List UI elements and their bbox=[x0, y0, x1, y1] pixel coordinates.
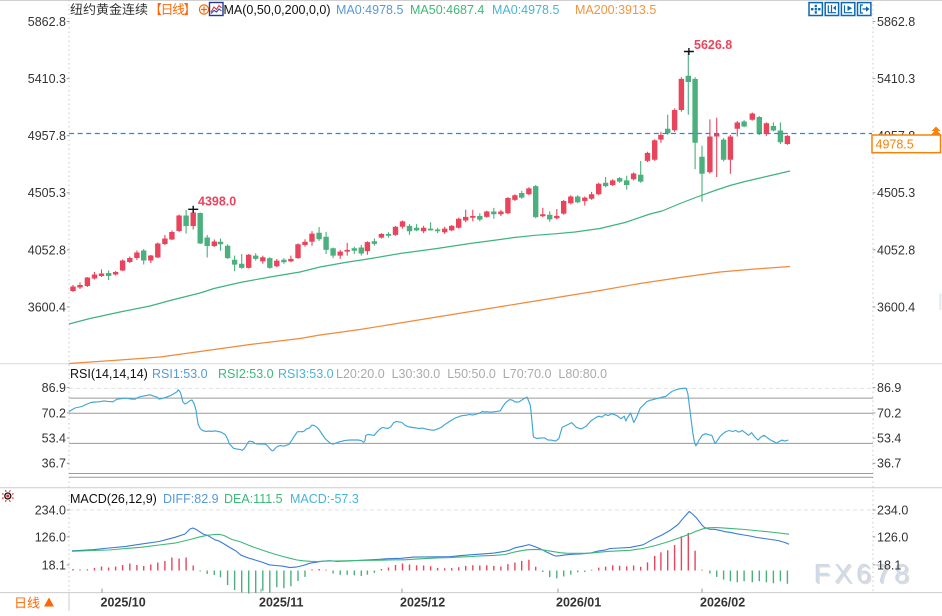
svg-text:L20:20.0 L30:30.0 L50:50.0: L20:20.0 L30:30.0 L50:50.0 L70:70.0 L80:… bbox=[336, 367, 607, 381]
svg-text:FX678: FX678 bbox=[814, 559, 914, 589]
svg-text:3600.4: 3600.4 bbox=[877, 300, 915, 314]
svg-text:MACD:-57.3: MACD:-57.3 bbox=[290, 492, 359, 506]
svg-text:53.4: 53.4 bbox=[42, 432, 66, 446]
svg-text:MA0:4978.5: MA0:4978.5 bbox=[492, 3, 559, 17]
svg-text:18.1: 18.1 bbox=[877, 558, 901, 572]
svg-text:RSI3:53.0: RSI3:53.0 bbox=[278, 367, 334, 381]
svg-text:4052.8: 4052.8 bbox=[28, 243, 66, 257]
svg-text:4957.8: 4957.8 bbox=[28, 129, 66, 143]
svg-text:MA0:4978.5: MA0:4978.5 bbox=[336, 3, 403, 17]
svg-text:2025/12: 2025/12 bbox=[400, 596, 445, 610]
svg-text:4505.3: 4505.3 bbox=[877, 186, 915, 200]
svg-text:36.7: 36.7 bbox=[42, 457, 66, 471]
svg-text:18.1: 18.1 bbox=[42, 558, 66, 572]
svg-text:2026/01: 2026/01 bbox=[556, 596, 601, 610]
svg-text:86.9: 86.9 bbox=[42, 381, 66, 395]
svg-text:2025/10: 2025/10 bbox=[101, 596, 146, 610]
svg-text:2026/02: 2026/02 bbox=[700, 596, 745, 610]
svg-text:36.7: 36.7 bbox=[877, 457, 901, 471]
svg-text:4978.5: 4978.5 bbox=[876, 138, 914, 152]
svg-text:5862.8: 5862.8 bbox=[877, 15, 915, 29]
svg-text:5862.8: 5862.8 bbox=[28, 15, 66, 29]
svg-text:70.2: 70.2 bbox=[877, 406, 901, 420]
svg-text:70.2: 70.2 bbox=[42, 406, 66, 420]
svg-text:126.0: 126.0 bbox=[35, 530, 66, 544]
svg-text:DEA:111.5: DEA:111.5 bbox=[224, 492, 283, 506]
svg-text:4052.8: 4052.8 bbox=[877, 243, 915, 257]
svg-text:86.9: 86.9 bbox=[877, 381, 901, 395]
svg-text:234.0: 234.0 bbox=[877, 503, 908, 517]
svg-text:5410.3: 5410.3 bbox=[28, 72, 66, 86]
svg-text:3600.4: 3600.4 bbox=[28, 300, 66, 314]
svg-text:MA200:3913.5: MA200:3913.5 bbox=[575, 3, 656, 17]
svg-text:MA50:4687.4: MA50:4687.4 bbox=[410, 3, 484, 17]
svg-text:5410.3: 5410.3 bbox=[877, 72, 915, 86]
svg-text:FX678: FX678 bbox=[815, 560, 915, 590]
svg-text:2025/11: 2025/11 bbox=[259, 596, 304, 610]
svg-text:4398.0: 4398.0 bbox=[198, 195, 236, 209]
svg-text:126.0: 126.0 bbox=[877, 530, 908, 544]
svg-text:MA(0,50,0,200,0,0): MA(0,50,0,200,0,0) bbox=[224, 3, 331, 17]
svg-text:5626.8: 5626.8 bbox=[694, 38, 732, 52]
svg-text:4505.3: 4505.3 bbox=[28, 186, 66, 200]
svg-text:RSI(14,14,14): RSI(14,14,14) bbox=[70, 367, 148, 381]
svg-text:RSI1:53.0: RSI1:53.0 bbox=[152, 367, 208, 381]
svg-text:234.0: 234.0 bbox=[35, 503, 66, 517]
svg-text:DIFF:82.9: DIFF:82.9 bbox=[163, 492, 219, 506]
svg-text:RSI2:53.0: RSI2:53.0 bbox=[218, 367, 274, 381]
svg-text:53.4: 53.4 bbox=[877, 432, 901, 446]
svg-text:MACD(26,12,9): MACD(26,12,9) bbox=[70, 492, 157, 506]
